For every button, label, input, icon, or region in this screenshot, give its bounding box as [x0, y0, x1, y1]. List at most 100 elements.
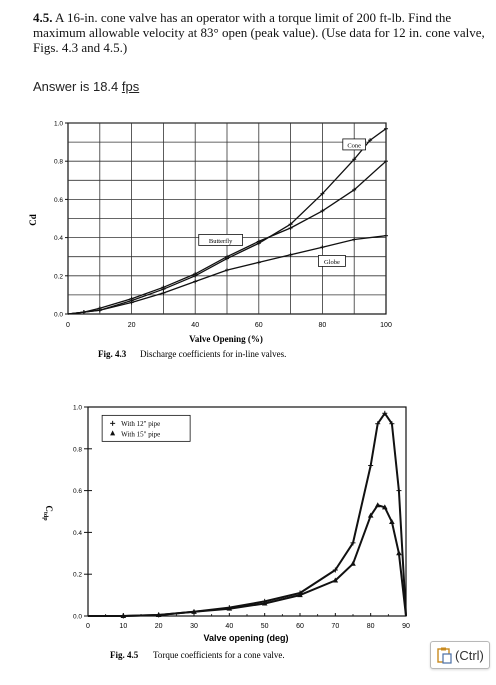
problem-number: 4.5. — [33, 10, 53, 25]
fig-4-3-point-globe — [256, 260, 261, 265]
fig-4-5-y-tick-label: 0.2 — [73, 572, 82, 579]
fig-4-3-point-butterfly — [193, 271, 198, 276]
fig-4-5-point-triangle — [297, 592, 303, 598]
fig-4-5-x-tick-label: 70 — [331, 623, 339, 630]
fig-4-5-series-1 — [88, 412, 407, 617]
fig-4-3-caption-text: Discharge coefficients for in-line valve… — [140, 349, 286, 359]
fig-4-5-point-triangle — [226, 605, 233, 611]
fig-4-5-caption-label: Fig. 4.5 — [110, 650, 139, 660]
fig-4-3-x-tick-label: 60 — [255, 322, 263, 329]
fig-4-5-point-plus — [368, 463, 374, 469]
fig-4-5-point-plus — [382, 410, 388, 416]
fig-4-5-point-plus — [396, 488, 402, 494]
fig-4-3-point-cone — [352, 157, 357, 162]
fig-4-3-series-butterfly — [67, 160, 387, 315]
fig-4-3-point-butterfly — [129, 296, 134, 301]
fig-4-3-x-tick-label: 20 — [128, 322, 136, 329]
fig-4-5-point-triangle — [191, 608, 197, 614]
fig-4-5-x-tick-label: 80 — [367, 623, 375, 630]
fig-4-3-point-butterfly — [161, 285, 166, 290]
fig-4-5-point-triangle — [389, 518, 395, 524]
fig-4-5-chart: 0 10 20 30 40 50 60 70 80 90 0.0 0.2 0.4 0.6 0.8 1.0 Wi… — [42, 405, 410, 661]
fig-4-5-point-plus — [389, 421, 395, 427]
svg-text:Globe: Globe — [324, 259, 340, 266]
fig-4-3-series-globe — [67, 235, 387, 315]
fig-4-5-point-triangle — [155, 611, 162, 617]
fig-4-3-label-globe: Globe — [318, 255, 346, 267]
fig-4-5-point-plus — [350, 540, 356, 546]
fig-4-5-point-triangle — [374, 502, 381, 508]
fig-4-3-y-tick-label: 0.4 — [54, 235, 63, 242]
paste-options-button[interactable]: (Ctrl) — [430, 641, 490, 669]
fig-4-3-caption-label: Fig. 4.3 — [98, 349, 127, 359]
fig-4-5-point-triangle — [382, 504, 388, 510]
fig-4-3-x-tick-label: 80 — [319, 322, 327, 329]
fig-4-3-point-globe — [225, 268, 229, 273]
fig-4-3-y-tick-label: 0.2 — [54, 273, 63, 280]
answer-line: Answer is 18.4 fps — [33, 79, 139, 94]
fig-4-5-caption-text: Torque coefficients for a cone valve. — [153, 650, 285, 660]
fig-4-5-y-tick-label: 0.0 — [73, 614, 82, 621]
fig-4-3-y-tick-label: 0.8 — [54, 159, 63, 166]
fig-4-3-x-tick-label: 40 — [191, 322, 199, 329]
fig-4-5-x-tick-label: 30 — [190, 623, 198, 630]
fig-4-5-x-tick-label: 50 — [261, 623, 269, 630]
fig-4-3-point-butterfly — [225, 254, 229, 259]
fig-4-5-x-tick-label: 0 — [86, 623, 90, 630]
fig-4-3-y-tick-label: 0.0 — [54, 312, 63, 319]
fig-4-5-point-triangle — [396, 550, 402, 556]
fig-4-3-y-tick-label: 1.0 — [54, 121, 63, 128]
fig-4-3-point-butterfly — [352, 187, 357, 192]
fig-4-3-point-butterfly — [320, 208, 325, 213]
fig-4-5-point-triangle — [261, 600, 268, 606]
problem-statement: 4.5. A 16-in. cone valve has an operator… — [33, 10, 488, 55]
fig-4-5-legend-plus — [110, 420, 116, 426]
answer-prefix: Answer is 18.4 — [33, 79, 122, 94]
fig-4-3-point-butterfly — [384, 159, 388, 164]
fig-4-3-point-cone — [368, 138, 373, 143]
fig-4-5-point-plus — [332, 567, 338, 573]
fig-4-3-point-globe — [81, 310, 86, 315]
fig-4-5-point-triangle — [350, 560, 356, 566]
fig-4-3-point-butterfly — [256, 239, 261, 244]
fig-4-5-x-tick-label: 10 — [119, 623, 127, 630]
fig-4-3-x-tick-label: 100 — [380, 322, 392, 329]
fig-4-5-y-tick-label: 0.8 — [73, 446, 82, 453]
fig-4-3-x-tick-label: 0 — [66, 322, 70, 329]
answer-unit-link[interactable]: fps — [121, 79, 140, 94]
fig-4-5-point-triangle — [332, 577, 339, 583]
fig-4-3-point-butterfly — [288, 226, 293, 231]
fig-4-5-legend-box — [101, 414, 191, 442]
fig-4-3-label-butterfly: Butterfly — [198, 234, 243, 246]
fig-4-3-point-globe — [129, 300, 134, 305]
fig-4-5-x-tick-label: 60 — [296, 623, 304, 630]
fig-4-3-point-globe — [384, 233, 388, 238]
fig-4-3-point-cone — [288, 222, 293, 227]
fig-4-5-x-tick-label: 40 — [225, 623, 233, 630]
fig-4-5-legend-triangle — [110, 430, 116, 436]
fig-4-3-y-tick-label: 0.6 — [54, 197, 63, 204]
clipboard-icon — [437, 647, 452, 664]
fig-4-5-y-tick-label: 0.4 — [73, 530, 82, 537]
fig-4-3-point-globe — [288, 252, 293, 257]
fig-4-3-point-globe — [193, 279, 198, 284]
paste-options-label: (Ctrl) — [455, 647, 484, 663]
fig-4-3-xlabel: Valve Opening (%) — [189, 334, 263, 344]
fig-4-5-x-tick-label: 90 — [402, 623, 410, 630]
fig-4-5-ylabel: Ctdp — [42, 505, 54, 521]
fig-4-5-legend-label: With 15" pipe — [121, 430, 160, 438]
fig-4-3-point-globe — [320, 245, 325, 250]
fig-4-3-point-globe — [97, 308, 102, 313]
fig-4-5-point-plus — [375, 421, 381, 427]
svg-text:Butterfly: Butterfly — [209, 238, 233, 245]
fig-4-5-point-triangle — [367, 512, 374, 518]
fig-4-3-point-cone — [384, 126, 388, 131]
fig-4-5-y-tick-label: 0.6 — [73, 488, 82, 495]
fig-4-5-xlabel: Valve opening (deg) — [203, 633, 288, 643]
fig-4-3-point-globe — [161, 290, 166, 295]
fig-4-3-ylabel: Cd — [28, 214, 38, 226]
svg-text:Cone: Cone — [347, 142, 361, 149]
fig-4-5-legend-label: With 12" pipe — [121, 420, 160, 428]
fig-4-3-point-globe — [352, 237, 357, 242]
fig-4-3-chart: 0 20 40 60 80 100 0.0 0.2 0.4 0.6 0.8 1.0 Cone Butte… — [28, 121, 392, 360]
